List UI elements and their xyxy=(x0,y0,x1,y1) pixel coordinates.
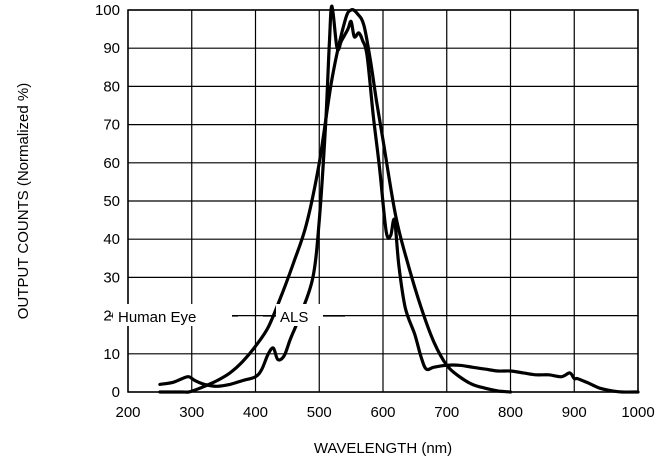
x-tick-label: 600 xyxy=(370,404,395,421)
y-tick-label: 30 xyxy=(103,269,120,286)
y-tick-label: 40 xyxy=(103,231,120,248)
y-tick-label: 60 xyxy=(103,155,120,172)
human-eye-label: Human Eye xyxy=(118,309,196,326)
y-tick-label: 50 xyxy=(103,193,120,210)
x-tick-label: 900 xyxy=(562,404,587,421)
x-tick-labels: 200 300 400 500 600 700 800 900 1000 xyxy=(115,404,654,421)
x-tick-label: 400 xyxy=(243,404,268,421)
x-axis-title: WAVELENGTH (nm) xyxy=(314,440,452,457)
x-tick-label: 700 xyxy=(434,404,459,421)
als-curve xyxy=(158,4,640,394)
human-eye-label-bg xyxy=(113,304,232,326)
y-tick-label: 90 xyxy=(103,40,120,57)
y-tick-label: 70 xyxy=(103,117,120,134)
als-label: ALS xyxy=(280,309,308,326)
x-tick-label: 800 xyxy=(498,404,523,421)
series-lines xyxy=(158,4,640,394)
y-tick-label: 80 xyxy=(103,78,120,95)
plot-frame xyxy=(127,9,639,393)
x-tick-label: 200 xyxy=(115,404,140,421)
y-tick-label: 0 xyxy=(112,384,120,401)
curve-annotations: Human Eye ALS xyxy=(108,304,345,326)
als-label-bg xyxy=(276,304,323,326)
y-tick-label: 10 xyxy=(103,346,120,363)
x-tick-label: 500 xyxy=(307,404,332,421)
x-tick-label: 300 xyxy=(179,404,204,421)
y-axis-title: OUTPUT COUNTS (Normalized %) xyxy=(15,83,32,319)
y-tick-label: 100 xyxy=(95,2,120,19)
x-tick-label: 1000 xyxy=(621,404,654,421)
